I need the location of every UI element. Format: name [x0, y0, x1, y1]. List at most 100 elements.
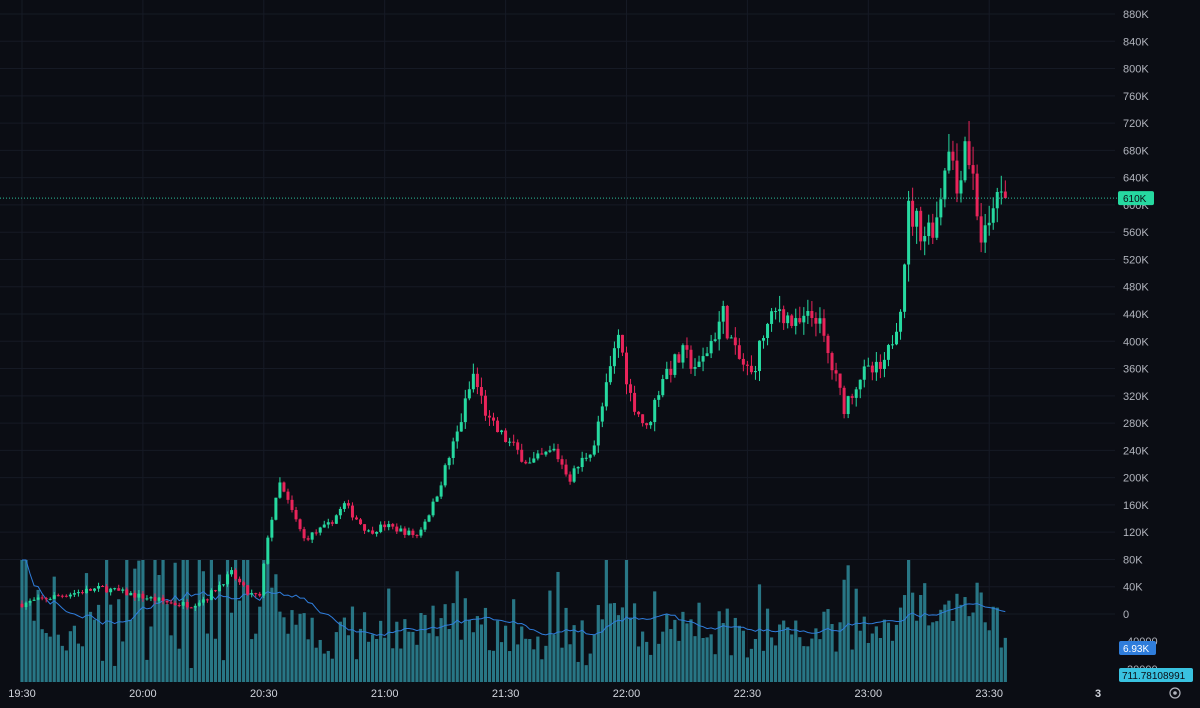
candle-body: [169, 602, 173, 604]
candle-body: [20, 603, 24, 608]
candle-body: [342, 503, 346, 509]
candle-body: [532, 458, 536, 463]
volume-bar: [987, 630, 991, 682]
volume-bar: [862, 616, 866, 682]
candle-body: [544, 451, 548, 455]
volume-bar: [56, 634, 60, 682]
volume-bar: [322, 653, 326, 682]
volume-bar: [487, 650, 492, 682]
candle-body: [540, 453, 544, 455]
volume-bar: [169, 635, 173, 682]
volume-bar: [310, 617, 314, 682]
volume-bar: [479, 624, 484, 682]
candle-body: [354, 517, 358, 520]
volume-bar: [431, 605, 435, 682]
volume-bar: [375, 638, 379, 682]
volume-bar: [354, 659, 359, 682]
volume-bar: [129, 619, 133, 682]
price-axis[interactable]: 880K840K800K760K720K680K640K600K560K520K…: [1123, 9, 1149, 621]
volume-bar: [729, 655, 733, 682]
candle-body: [886, 345, 890, 360]
volume-bar: [705, 637, 709, 682]
volume-bar: [270, 587, 274, 682]
candle-body: [995, 191, 999, 209]
candle-body: [717, 321, 721, 340]
candle-body: [173, 602, 177, 606]
candle-body: [56, 595, 60, 597]
volume-bar: [697, 602, 701, 682]
candle-body: [822, 318, 826, 336]
volume-bar: [201, 571, 205, 682]
candle-body: [987, 222, 991, 226]
candle-body: [395, 526, 399, 532]
volume-bar: [137, 560, 141, 682]
volume-bar: [508, 651, 512, 682]
volume-bar: [842, 579, 846, 682]
volume-bar: [467, 619, 471, 682]
candle-body: [290, 499, 294, 510]
candle-body: [391, 524, 395, 527]
candle-body: [181, 602, 185, 606]
volume-bar: [173, 562, 177, 682]
candle-body: [310, 532, 314, 540]
volume-bar: [266, 560, 270, 682]
volume-bar: [769, 637, 774, 682]
volume-bar: [886, 622, 891, 682]
candle-body: [149, 597, 153, 599]
candle-body: [117, 588, 121, 591]
volume-bar: [88, 611, 93, 682]
candle-body: [28, 600, 32, 603]
volume-bar: [628, 617, 633, 682]
candle-body: [770, 311, 774, 324]
candle-body: [689, 349, 693, 369]
volume-bar: [689, 619, 693, 682]
candle-body: [874, 361, 878, 373]
candle-body: [576, 467, 580, 469]
volume-bar: [907, 560, 911, 682]
candle-body: [786, 315, 790, 324]
price-tick-label: 360K: [1123, 364, 1149, 376]
volume-bar: [451, 603, 455, 682]
candle-body: [32, 599, 36, 601]
candle-body: [387, 524, 391, 528]
volume-badge-bg: [1119, 641, 1156, 655]
time-axis[interactable]: 19:30 20:00 20:30 21:00 21:30 22:00 22:30 23:00…: [8, 688, 1003, 700]
volume-bar: [604, 560, 608, 682]
candle-body: [242, 582, 246, 586]
candle-body: [193, 605, 197, 608]
volume-bar: [44, 633, 48, 682]
volume-bar: [84, 573, 89, 682]
candle-body: [959, 180, 963, 194]
volume-bar: [306, 639, 310, 682]
settings-gear-icon[interactable]: [1169, 687, 1181, 699]
volume-bar: [641, 631, 645, 682]
volume-bar: [850, 649, 854, 682]
price-tick-label: 760K: [1123, 91, 1149, 103]
candle-body: [895, 331, 899, 345]
volume-bar: [423, 614, 427, 682]
volume-bar: [975, 582, 979, 682]
time-tick-label: 23:00: [855, 688, 883, 700]
volume-bar: [814, 628, 818, 682]
volume-bar: [246, 560, 250, 682]
volume-bar: [197, 560, 201, 682]
price-tick-label: 240K: [1123, 445, 1149, 457]
candle-body: [250, 593, 254, 595]
volume-bar: [40, 629, 44, 682]
candle-body: [907, 200, 911, 265]
candle-body: [334, 515, 338, 524]
volume-bar: [109, 604, 113, 682]
volume-bar: [475, 616, 479, 682]
candle-body: [745, 364, 749, 366]
candle-body: [629, 384, 633, 393]
volume-bar: [745, 657, 749, 682]
candle-body: [834, 370, 838, 374]
volume-bar: [435, 636, 439, 682]
volume-bar: [967, 616, 971, 682]
candle-body: [927, 222, 931, 237]
candle-body: [705, 353, 709, 357]
volume-bar: [290, 610, 294, 682]
candle-body: [737, 345, 741, 359]
